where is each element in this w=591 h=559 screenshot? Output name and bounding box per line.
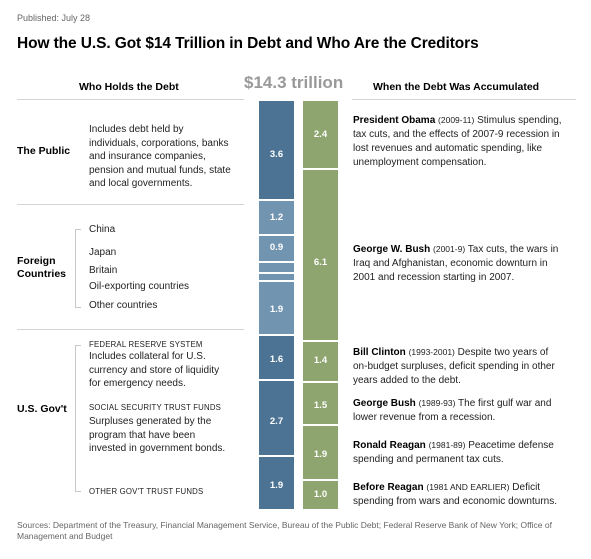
bar-value-label: 1.2 <box>269 211 284 223</box>
bar-segment-other-countries <box>259 281 294 334</box>
bar-value-label: 1.9 <box>269 304 284 316</box>
fed-caption: FEDERAL RESERVE SYSTEM <box>89 340 203 349</box>
public-description: Includes debt held by individuals, corpo… <box>89 124 231 189</box>
foreign-bracket-bottom <box>75 307 81 308</box>
bar-segment-george-bush <box>303 382 338 425</box>
group-label-public: The Public <box>17 145 71 157</box>
left-header-rule <box>17 99 244 100</box>
era-clinton: Bill Clinton (1993-2001) Despite two yea… <box>353 347 555 386</box>
bar-segment-britain <box>259 262 294 273</box>
foreign-item-britain: Britain <box>89 265 118 276</box>
bar-value-label: 0.9 <box>269 242 284 254</box>
govt-bracket-bottom <box>75 491 81 492</box>
bar-value-label: 1.0 <box>313 489 328 501</box>
bar-segment-oil-exporting-countries <box>259 274 294 280</box>
bar-value-label: 2.7 <box>269 415 284 427</box>
sources-note: Sources: Department of the Treasury, Fin… <box>17 520 552 541</box>
social-security-description: Surpluses generated by the program that … <box>89 416 226 454</box>
divider-public-foreign <box>17 204 244 205</box>
page-title: How the U.S. Got $14 Trillion in Debt an… <box>17 35 479 52</box>
era-reagan: Ronald Reagan (1981-89) Peacetime defens… <box>353 440 554 465</box>
total-debt: $14.3 trillion <box>244 73 344 92</box>
bar-segment-other-gov-t-trust-funds <box>259 457 294 509</box>
bar-value-label: 6.1 <box>313 257 328 269</box>
bar-segment-china <box>259 201 294 235</box>
right-column-header: When the Debt Was Accumulated <box>373 81 540 93</box>
bar-value-label: 1.5 <box>313 399 328 411</box>
divider-foreign-govt <box>17 329 244 330</box>
holders-stacked-bar: 3.6 1.2 0.9 1.9 1.6 2.7 1.9 <box>259 101 294 509</box>
group-label-foreign: Foreign Countries <box>17 255 67 280</box>
bar-segment-japan <box>259 236 294 261</box>
bar-segment-president-obama <box>303 101 338 168</box>
bar-value-label: 1.4 <box>313 355 328 367</box>
group-label-govt: U.S. Gov't <box>17 403 67 415</box>
bar-segment-social-security-trust-funds <box>259 381 294 456</box>
bar-value-label: 2.4 <box>313 129 328 140</box>
era-obama: President Obama (2009-11) Stimulus spend… <box>353 115 562 168</box>
bar-value-label: 1.9 <box>313 449 328 461</box>
fed-description: Includes collateral for U.S. currency an… <box>89 351 220 389</box>
bar-value-label: 1.9 <box>269 479 284 491</box>
bar-segment-bill-clinton <box>303 341 338 381</box>
foreign-item-oil: Oil-exporting countries <box>89 281 190 292</box>
govt-bracket-top <box>75 345 81 346</box>
foreign-bracket-top <box>75 229 81 230</box>
era-bush-sr: George Bush (1989-93) The first gulf war… <box>353 398 552 423</box>
foreign-bracket <box>75 229 76 308</box>
foreign-item-japan: Japan <box>89 247 117 258</box>
bar-segment-the-public <box>259 101 294 200</box>
foreign-item-china: China <box>89 224 116 235</box>
bar-segment-federal-reserve-system <box>259 335 294 380</box>
eras-stacked-bar: 2.4 6.1 1.4 1.5 1.9 1.0 <box>303 101 338 509</box>
bar-segment-ronald-reagan <box>303 426 338 480</box>
era-before-reagan: Before Reagan (1981 AND EARLIER) Deficit… <box>353 482 557 507</box>
bar-value-label: 1.6 <box>269 353 284 365</box>
social-security-caption: SOCIAL SECURITY TRUST FUNDS <box>89 403 222 412</box>
right-header-rule <box>352 99 576 100</box>
other-trust-caption: OTHER GOV'T TRUST FUNDS <box>89 487 204 496</box>
govt-bracket <box>75 345 76 492</box>
bar-segment-george-w-bush <box>303 169 338 340</box>
era-bush: George W. Bush (2001-9) Tax cuts, the wa… <box>353 244 559 283</box>
left-column-header: Who Holds the Debt <box>79 81 179 93</box>
bar-value-label: 3.6 <box>269 149 284 161</box>
bar-segment-before-reagan <box>303 481 338 509</box>
foreign-item-other: Other countries <box>89 300 158 311</box>
published-date: Published: July 28 <box>17 13 91 23</box>
